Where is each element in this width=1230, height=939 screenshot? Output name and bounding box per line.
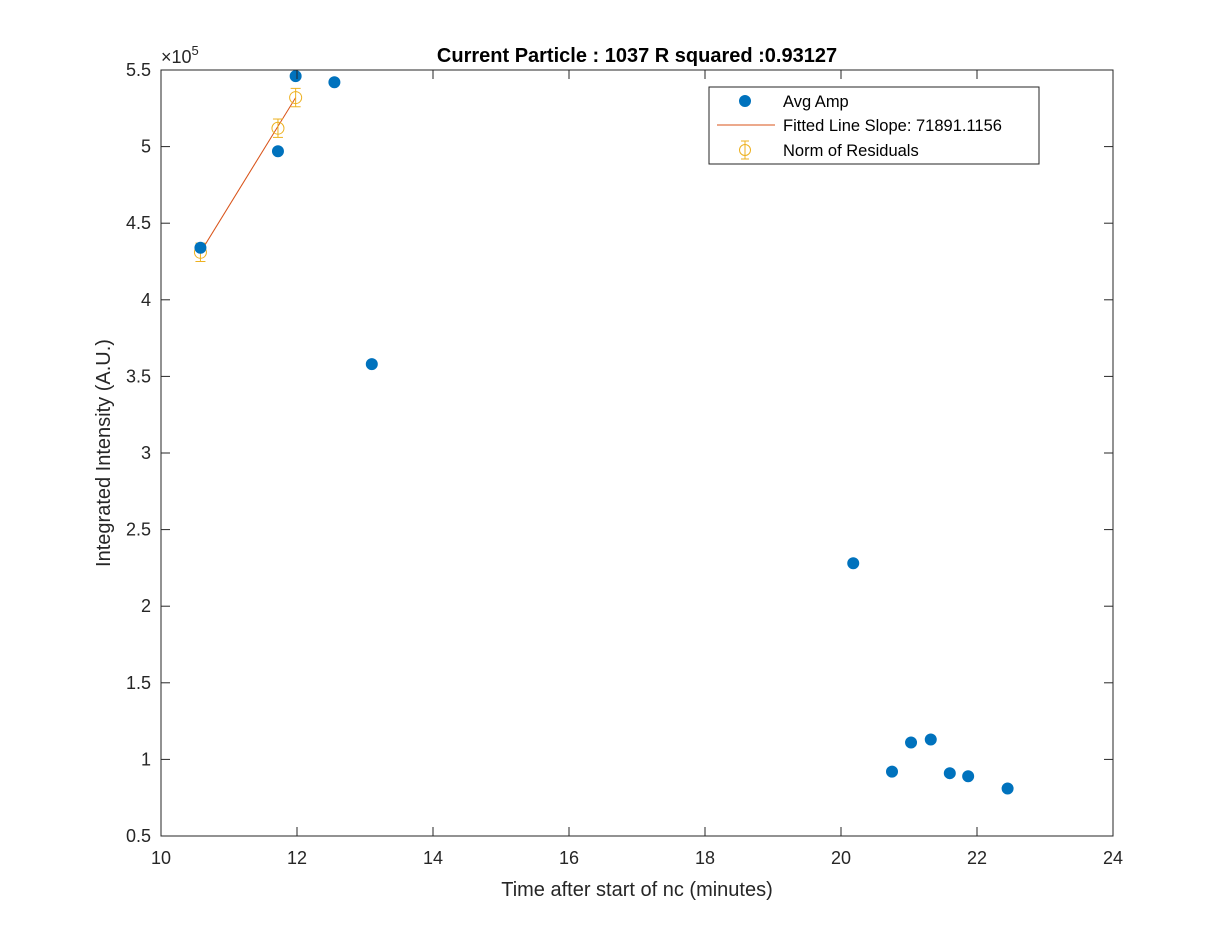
x-tick-label: 16: [559, 848, 579, 868]
x-tick-label: 14: [423, 848, 443, 868]
data-point: [271, 145, 284, 158]
x-tick-label: 12: [287, 848, 307, 868]
marks-layer: [193, 70, 1014, 795]
legend-marker-avg-amp: [739, 95, 751, 107]
data-point: [289, 70, 302, 83]
fitted-line: [200, 97, 297, 253]
y-tick-label: 5: [141, 137, 151, 157]
data-point: [905, 736, 918, 749]
y-exponent-power: 5: [192, 43, 199, 58]
y-tick-label: 3: [141, 443, 151, 463]
y-tick-label: 5.5: [126, 60, 151, 80]
x-tick-label: 10: [151, 848, 171, 868]
data-point: [847, 557, 860, 570]
ticks-layer: 10 12 14 16 18 20 22 24 0.5 1 1.5 2 2.5 3 3.5 4 4.5 5 5.5: [126, 60, 1123, 868]
data-point: [1001, 782, 1014, 795]
y-exponent-label: ×105: [161, 43, 199, 67]
y-tick-label: 1.5: [126, 673, 151, 693]
x-tick-label: 22: [967, 848, 987, 868]
data-point: [365, 358, 378, 371]
plot-background: [161, 70, 1113, 836]
y-tick-label: 4.5: [126, 213, 151, 233]
residual-errorbar: [289, 87, 303, 108]
residual-marker: [271, 121, 285, 135]
legend-marker-residuals: [739, 140, 751, 160]
data-point: [328, 76, 341, 89]
x-tick-label: 24: [1103, 848, 1123, 868]
legend-label-residuals: Norm of Residuals: [783, 142, 919, 160]
data-point: [962, 770, 975, 783]
residual-errorbar: [271, 118, 285, 138]
x-tick-label: 20: [831, 848, 851, 868]
legend-label-avg-amp: Avg Amp: [783, 93, 849, 111]
y-tick-label: 1: [141, 749, 151, 769]
data-point: [886, 765, 898, 778]
data-point: [943, 767, 956, 780]
data-point: [924, 733, 937, 746]
x-axis-label: Time after start of nc (minutes): [501, 879, 773, 901]
chart-title: Current Particle : 1037 R squared :0.931…: [437, 45, 837, 67]
y-tick-label: 3.5: [126, 366, 151, 386]
residual-marker: [289, 91, 303, 105]
legend: Avg Amp Fitted Line Slope: 71891.1156 No…: [708, 86, 1040, 165]
y-tick-label: 0.5: [126, 826, 151, 846]
y-exponent-base: ×10: [161, 47, 192, 67]
y-tick-label: 2: [141, 596, 151, 616]
data-point: [194, 241, 207, 254]
y-tick-label: 2.5: [126, 520, 151, 540]
y-tick-label: 4: [141, 290, 151, 310]
y-axis-label: Integrated Intensity (A.U.): [93, 339, 115, 567]
x-tick-label: 18: [695, 848, 715, 868]
legend-label-fitted: Fitted Line Slope: 71891.1156: [783, 117, 1002, 135]
